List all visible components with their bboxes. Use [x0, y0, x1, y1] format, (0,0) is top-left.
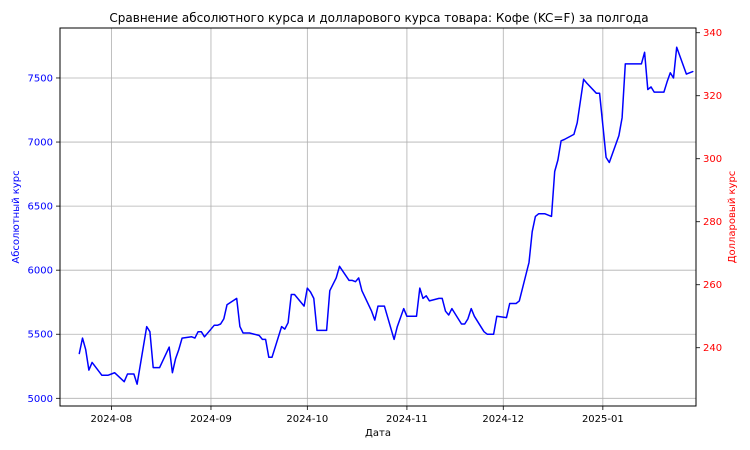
- series-line-left: [78, 46, 694, 385]
- y-right-tick-label: 280: [703, 217, 722, 228]
- y-left-axis-label: Абсолютный курс: [11, 170, 22, 263]
- y-right-axis: 240 260 280 300 320 340: [696, 28, 722, 354]
- y-left-tick-label: 7000: [28, 138, 53, 149]
- x-axis: 2024-08 2024-09 2024-10 2024-11 2024-12 2025-…: [90, 406, 624, 425]
- y-left-tick-label: 5000: [28, 394, 53, 405]
- y-left-tick-label: 6000: [28, 266, 53, 277]
- y-right-tick-label: 340: [703, 28, 722, 39]
- y-left-tick-label: 5500: [28, 330, 53, 341]
- y-left-axis: 5000 5500 6000 6500 7000 7500: [28, 73, 60, 405]
- y-left-tick-label: 7500: [28, 73, 53, 84]
- series-layer: [78, 46, 694, 385]
- x-tick-label: 2025-01: [582, 414, 624, 425]
- x-axis-label: Дата: [365, 428, 391, 439]
- plot-frame: [59, 27, 697, 407]
- x-tick-label: 2024-11: [386, 414, 428, 425]
- y-right-tick-label: 320: [703, 91, 722, 102]
- x-tick-label: 2024-12: [482, 414, 524, 425]
- y-right-axis-label: Долларовый курс: [727, 171, 738, 264]
- x-tick-label: 2024-08: [90, 414, 132, 425]
- y-right-tick-label: 300: [703, 154, 722, 165]
- y-right-tick-label: 260: [703, 280, 722, 291]
- chart-title: Сравнение абсолютного курса и долларовог…: [109, 11, 648, 25]
- y-left-tick-label: 6500: [28, 202, 53, 213]
- y-right-tick-label: 240: [703, 343, 722, 354]
- x-tick-label: 2024-10: [286, 414, 328, 425]
- grid: [60, 28, 696, 406]
- x-tick-label: 2024-09: [190, 414, 232, 425]
